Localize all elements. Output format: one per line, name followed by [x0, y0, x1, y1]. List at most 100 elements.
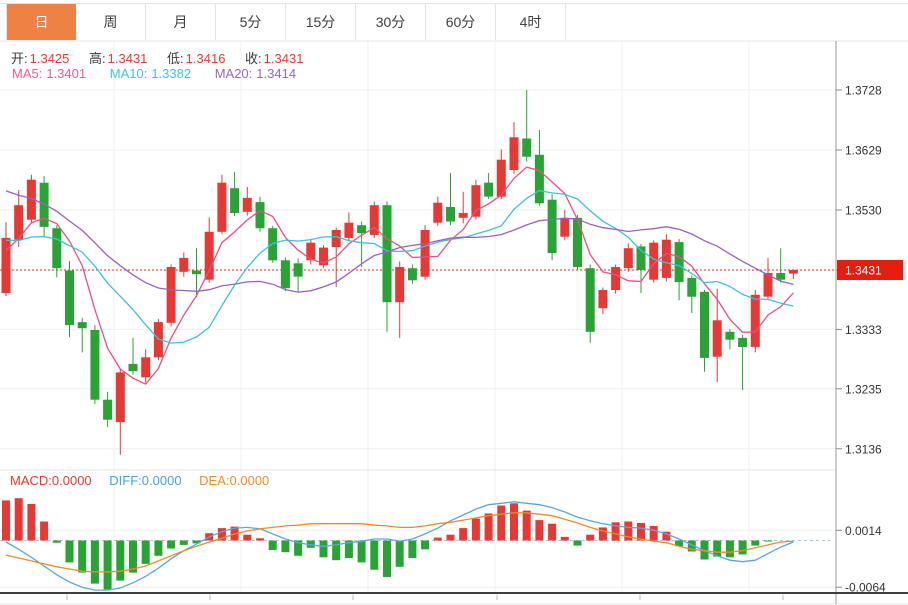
- candle-body: [407, 268, 417, 281]
- ohlc-legend: 开: 1.3425 高: 1.3431 低: 1.3416 收: 1.3431: [11, 48, 319, 67]
- candle-body: [192, 270, 201, 275]
- macd-histogram-bar: [560, 536, 569, 541]
- macd-histogram-bar: [192, 540, 201, 544]
- ohlc-low: 低: 1.3416: [167, 51, 226, 66]
- macd-histogram-bar: [764, 540, 772, 542]
- candle-body: [128, 363, 138, 372]
- candle-body: [725, 331, 735, 340]
- macd-histogram-bar: [573, 540, 582, 546]
- macd-histogram-bar: [624, 521, 633, 541]
- candle-body: [52, 228, 62, 269]
- macd-axis-label: 0.0014: [845, 524, 882, 538]
- macd-legend: MACD:0.0000 DIFF:0.0000 DEA:0.0000: [10, 473, 283, 488]
- macd-histogram-bar: [484, 513, 493, 541]
- macd-histogram-bar: [319, 540, 328, 558]
- candle-body: [1, 237, 11, 294]
- candle-body: [738, 337, 748, 347]
- macd-histogram-bar: [141, 540, 150, 564]
- diff-value: DIFF:0.0000: [109, 473, 182, 488]
- candle-body: [509, 137, 519, 170]
- candle-body: [204, 231, 214, 280]
- tab-5min[interactable]: 5分: [216, 4, 286, 40]
- macd-histogram-bar: [713, 540, 722, 557]
- dea-line: [5, 512, 794, 573]
- candle-body: [280, 260, 290, 289]
- price-axis-label: 1.3530: [845, 204, 882, 218]
- candle-body: [598, 290, 608, 309]
- macd-histogram-bar: [27, 504, 36, 541]
- timeframe-tabbar: 日 周 月 5分 15分 30分 60分 4时: [6, 4, 566, 40]
- candle-body: [585, 268, 595, 332]
- macd-histogram-bar: [383, 540, 391, 577]
- candle-body: [14, 205, 24, 240]
- macd-histogram-bar: [471, 518, 480, 541]
- tab-week[interactable]: 周: [76, 4, 146, 40]
- macd-histogram-bar: [243, 534, 252, 541]
- candle-body: [319, 247, 328, 266]
- candle-body: [661, 239, 671, 278]
- dea-value: DEA:0.0000: [199, 473, 270, 488]
- price-axis-label: 1.3629: [845, 144, 882, 158]
- top-border: [0, 3, 908, 4]
- macd-histogram-bar: [408, 540, 417, 558]
- candle-body: [395, 267, 405, 303]
- current-price-badge: [837, 260, 903, 280]
- candle-body: [103, 399, 113, 420]
- ma20-line: [5, 190, 794, 293]
- current-price-badge-label: 1.3431: [845, 264, 882, 278]
- macd-histogram-bar: [344, 540, 353, 558]
- macd-histogram-bar: [217, 528, 226, 541]
- macd-histogram-bar: [281, 540, 290, 553]
- tab-day[interactable]: 日: [6, 4, 76, 40]
- macd-histogram-bar: [395, 540, 404, 567]
- ma10-legend: MA10: 1.3382: [109, 66, 192, 81]
- macd-histogram-bar: [446, 534, 455, 541]
- macd-histogram-bar: [433, 537, 442, 541]
- macd-histogram-bar: [637, 523, 645, 541]
- macd-axis-label: -0.0064: [845, 581, 886, 595]
- candle-body: [649, 242, 659, 280]
- candle-body: [623, 248, 633, 269]
- candle-body: [166, 267, 176, 323]
- candle-body: [255, 202, 265, 229]
- candle-body: [446, 207, 455, 222]
- macd-value: MACD:0.0000: [10, 473, 92, 488]
- price-axis-label: 1.3136: [845, 442, 882, 456]
- macd-histogram-bar: [535, 520, 544, 541]
- macd-histogram-bar: [611, 522, 620, 541]
- macd-histogram-bar: [357, 540, 366, 563]
- candle-body: [306, 242, 316, 261]
- candle-body: [217, 182, 227, 232]
- macd-histogram-bar: [154, 540, 163, 556]
- tab-60min[interactable]: 60分: [426, 4, 496, 40]
- tab-30min[interactable]: 30分: [356, 4, 426, 40]
- candle-body: [357, 225, 367, 234]
- diff-line: [5, 501, 794, 591]
- macd-histogram-bar: [548, 523, 557, 541]
- candle-body: [573, 217, 582, 267]
- candle-body: [77, 322, 87, 329]
- candle-body: [331, 230, 341, 247]
- candle-body: [788, 270, 798, 274]
- candle-body: [700, 291, 709, 358]
- macd-histogram-bar: [294, 540, 303, 556]
- candle-body: [484, 182, 494, 197]
- ma5-legend: MA5: 1.3401: [12, 66, 87, 81]
- candle-body: [293, 263, 303, 277]
- price-axis-label: 1.3728: [845, 84, 882, 98]
- candle-body: [547, 199, 557, 253]
- macd-histogram-bar: [65, 540, 74, 563]
- macd-histogram-bar: [306, 540, 315, 548]
- candle-body: [141, 357, 151, 378]
- ohlc-open: 开: 1.3425: [11, 51, 70, 66]
- tab-4hour[interactable]: 4时: [496, 4, 566, 40]
- tab-month[interactable]: 月: [146, 4, 216, 40]
- candle-body: [344, 222, 354, 238]
- macd-histogram-bar: [256, 538, 264, 541]
- macd-histogram-bar: [725, 540, 734, 558]
- tab-15min[interactable]: 15分: [286, 4, 356, 40]
- ma5-line: [5, 166, 794, 385]
- macd-histogram-bar: [116, 540, 125, 581]
- candle-body: [712, 320, 722, 357]
